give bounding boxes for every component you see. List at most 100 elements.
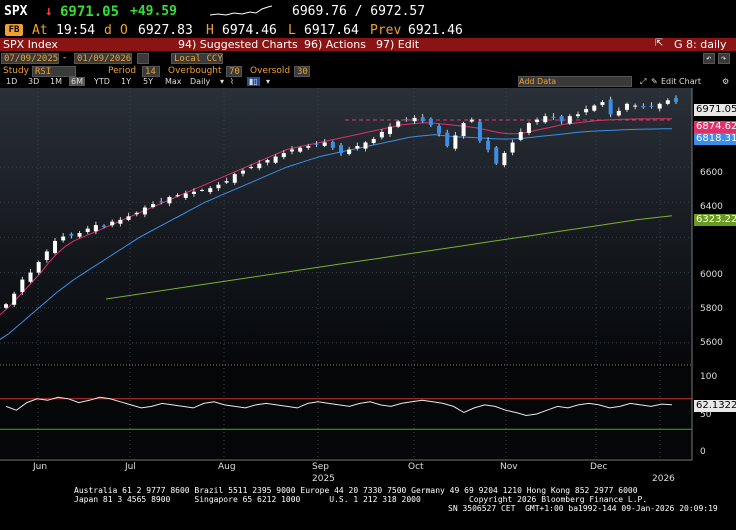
candle-body	[314, 143, 319, 145]
study-row: Study RSI Period 14 Overbought 70 Overso…	[0, 66, 736, 77]
price-tick: 5800	[700, 304, 723, 314]
grid	[0, 88, 692, 460]
candle-body	[77, 233, 82, 237]
overbought-label: Overbought	[168, 66, 222, 76]
calendar-icon[interactable]	[137, 53, 149, 64]
candle-body	[339, 145, 343, 154]
footer-contacts-2: Japan 81 3 4565 8900 Singapore 65 6212 1…	[74, 495, 648, 504]
candle-body	[298, 147, 303, 152]
candle-body	[461, 123, 466, 136]
oversold-field[interactable]: 30	[294, 66, 310, 77]
candle-body	[61, 236, 66, 241]
edit-button[interactable]: 97) Edit	[376, 38, 420, 51]
candle-body	[134, 212, 139, 215]
range-ytd[interactable]: YTD	[94, 77, 110, 86]
prev-value: 6921.46	[408, 23, 463, 38]
chart-type-dropdown-icon[interactable]: ▾	[266, 77, 271, 86]
line-chart-icon[interactable]: ⌇	[230, 77, 234, 86]
candle-body	[477, 121, 482, 141]
range-1m[interactable]: 1M	[50, 77, 62, 86]
candle-body	[592, 105, 597, 111]
pencil-icon[interactable]: ✎	[651, 77, 658, 86]
candle-body	[363, 142, 368, 149]
overbought-field[interactable]: 70	[226, 66, 242, 77]
net-change: +49.59	[130, 4, 177, 19]
candle-body	[371, 138, 376, 144]
candle-body	[265, 160, 270, 163]
oversold-label: Oversold	[250, 66, 291, 76]
range-1y[interactable]: 1Y	[121, 77, 131, 86]
candle-body	[126, 216, 131, 220]
period-field[interactable]: 14	[142, 66, 160, 77]
candle-body	[453, 135, 458, 149]
currency-select[interactable]: Local CCY	[171, 53, 223, 64]
suggested-charts-button[interactable]: 94) Suggested Charts	[178, 38, 298, 51]
rsi-tick: 100	[700, 372, 718, 382]
candle-body	[486, 140, 491, 150]
candle-body	[208, 188, 213, 193]
undo-icon[interactable]: ↶	[703, 53, 715, 64]
candle-body	[469, 119, 474, 122]
start-date-field[interactable]: 07/09/2025	[1, 53, 59, 64]
candle-body	[110, 221, 115, 226]
range-1d[interactable]: 1D	[6, 77, 18, 86]
zoom-icon[interactable]: ⤢	[640, 77, 647, 86]
candle-body	[159, 201, 164, 203]
settings-icon[interactable]: ⚙	[722, 77, 730, 86]
dropdown-icon[interactable]: ▾	[220, 77, 225, 86]
security-name[interactable]: SPX Index	[3, 38, 58, 51]
add-data-field[interactable]: Add Data	[518, 76, 632, 87]
redo-icon[interactable]: ↷	[718, 53, 730, 64]
candle-body	[69, 233, 74, 236]
candle-body	[404, 119, 409, 121]
candle-body	[551, 116, 556, 118]
candle-body	[4, 304, 8, 308]
ticker[interactable]: SPX	[4, 4, 28, 19]
candle-body	[412, 117, 417, 122]
candle-body	[93, 225, 98, 232]
candle-body	[388, 126, 393, 135]
candle-body	[641, 106, 646, 108]
candle-body	[355, 146, 360, 149]
month-label: 2026	[652, 474, 675, 484]
rsi-line	[5, 396, 673, 417]
candle-body	[102, 225, 107, 227]
candle-body	[526, 123, 531, 134]
candle-body	[289, 149, 294, 152]
candle-body	[232, 174, 237, 183]
candle-body	[28, 272, 33, 282]
actions-button[interactable]: 96) Actions	[304, 38, 366, 51]
edit-chart-button[interactable]: Edit Chart	[661, 77, 702, 86]
month-label: Jul	[125, 462, 136, 472]
candle-body	[322, 142, 327, 146]
range-6m[interactable]: 6M	[69, 77, 85, 86]
price-tick: 6000	[700, 270, 723, 280]
ma-mid-line	[0, 128, 673, 340]
candle-body	[306, 146, 311, 148]
candle-body	[420, 117, 425, 122]
frequency-select[interactable]: Daily	[190, 77, 211, 86]
end-date-field[interactable]: 01/09/2026	[74, 53, 132, 64]
month-label: Jun	[33, 462, 48, 472]
candle-body	[85, 228, 90, 232]
range-3d[interactable]: 3D	[28, 77, 40, 86]
candle-body	[20, 279, 25, 293]
menu-bar: SPX Index 94) Suggested Charts 96) Actio…	[0, 38, 736, 51]
external-link-icon[interactable]: ⇱	[655, 38, 664, 49]
rsi-value-tag: 62.1322	[694, 400, 736, 412]
candle-body	[12, 293, 17, 305]
candle-body	[674, 98, 678, 102]
candle-body	[633, 105, 638, 107]
fb-badge-icon[interactable]: FB	[5, 24, 23, 36]
range-5y[interactable]: 5Y	[143, 77, 153, 86]
candle-body	[624, 103, 629, 110]
range-max[interactable]: Max	[165, 77, 182, 86]
footer-session: SN 3506527 CET GMT+1:00 ba1992-144 09-Ja…	[448, 504, 718, 513]
study-select[interactable]: RSI	[32, 66, 76, 77]
month-label: Sep	[312, 462, 329, 472]
candle-chart-icon[interactable]: ▮▯	[247, 77, 260, 86]
price-tick: 6600	[700, 168, 723, 178]
footer-contacts: Australia 61 2 9777 8600 Brazil 5511 239…	[74, 486, 638, 495]
price-chart[interactable]	[0, 88, 736, 480]
grid-label[interactable]: G 8: daily	[674, 38, 727, 51]
